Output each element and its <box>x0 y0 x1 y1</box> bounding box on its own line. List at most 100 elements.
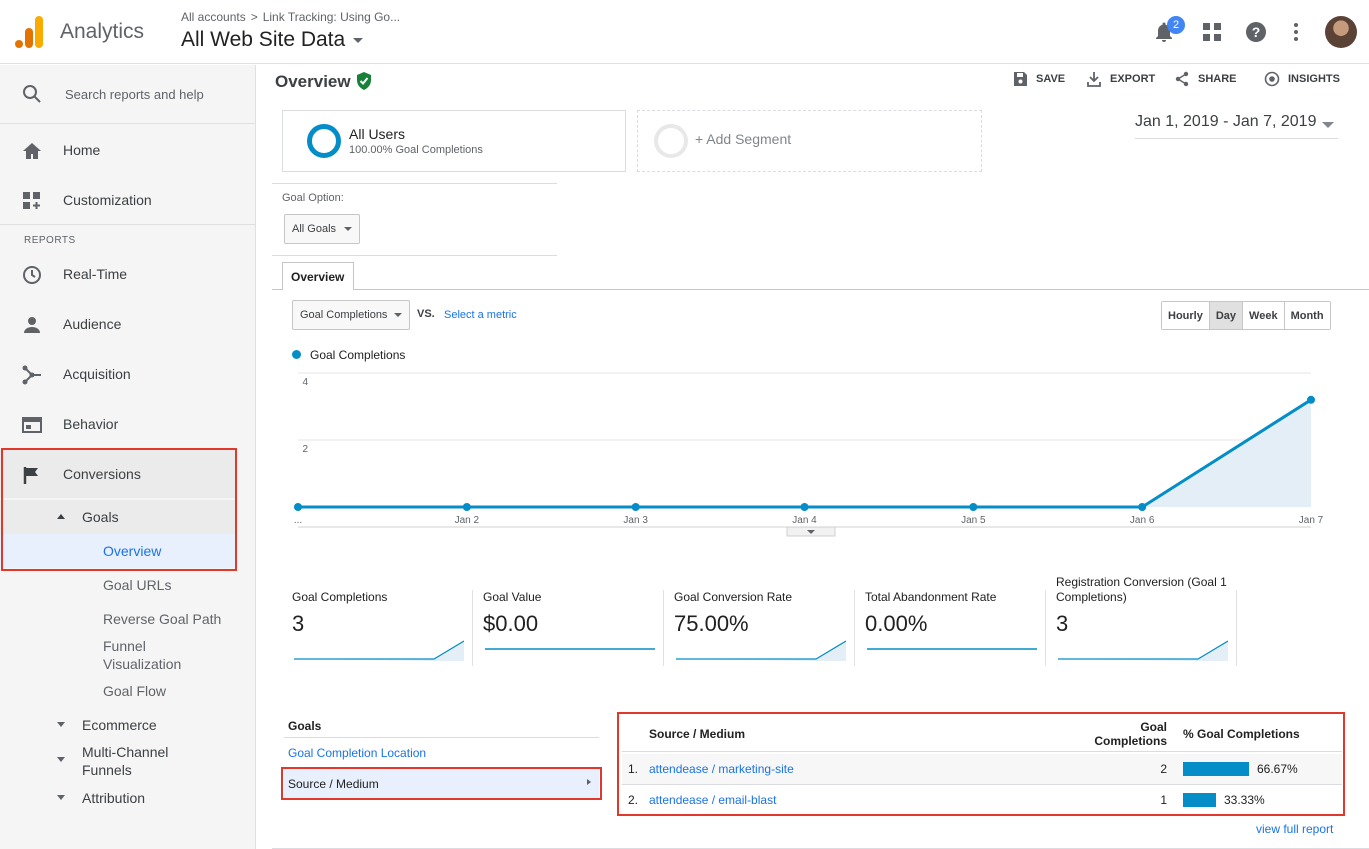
breadcrumb-accounts[interactable]: All accounts <box>181 10 246 24</box>
sidebar-item-audience[interactable]: Audience <box>0 301 256 349</box>
granularity-toggle: Hourly Day Week Month <box>1161 301 1331 330</box>
breadcrumb[interactable]: All accounts > Link Tracking: Using Go... <box>181 10 400 24</box>
export-label: EXPORT <box>1110 73 1156 85</box>
sidebar-item-acquisition[interactable]: Acquisition <box>0 351 256 399</box>
insights-button[interactable]: INSIGHTS <box>1264 71 1340 87</box>
help-icon[interactable]: ? <box>1244 20 1268 44</box>
row-percent: 33.33% <box>1224 793 1265 807</box>
metric-label: Goal Conversion Rate <box>674 590 793 604</box>
metric-value: $0.00 <box>483 611 539 636</box>
sidebar-item-realtime[interactable]: Real-Time <box>0 251 256 299</box>
goals-highlight <box>0 500 236 534</box>
share-icon <box>1175 71 1189 87</box>
x-tick-label: Jan 7 <box>1299 515 1324 526</box>
caret-down-icon <box>1322 122 1334 128</box>
search-icon <box>23 85 41 103</box>
sidebar-item-reverse-goal-path[interactable]: Reverse Goal Path <box>103 611 222 627</box>
avatar[interactable] <box>1325 16 1357 48</box>
sidebar-item-ecommerce[interactable]: Ecommerce <box>82 717 157 733</box>
date-range-picker[interactable]: Jan 1, 2019 - Jan 7, 2019 <box>1135 113 1338 139</box>
expand-icon[interactable] <box>57 795 65 800</box>
granularity-hourly[interactable]: Hourly <box>1162 302 1210 329</box>
sidebar-item-attribution[interactable]: Attribution <box>82 790 146 806</box>
add-segment-button[interactable]: + Add Segment <box>637 110 982 172</box>
sidebar-item-funnel-visualization[interactable]: Funnel Visualization <box>103 638 182 672</box>
metric-total-abandonment-rate[interactable]: Total Abandonment Rate 0.00% <box>865 575 1040 667</box>
column-header-percent[interactable]: % Goal Completions <box>1183 727 1300 741</box>
sidebar-item-label: Conversions <box>63 466 141 482</box>
apps-grid-icon[interactable] <box>1200 20 1224 44</box>
metric-goal-completions[interactable]: Goal Completions 3 <box>292 575 467 667</box>
divider <box>854 590 855 666</box>
save-icon <box>1014 72 1027 86</box>
tab-overview[interactable]: Overview <box>282 262 354 290</box>
metric-goal-conversion-rate[interactable]: Goal Conversion Rate 75.00% <box>674 575 849 667</box>
goal-option-value: All Goals <box>292 223 337 235</box>
conversions-highlight <box>0 450 236 498</box>
column-header-completions[interactable]: Goal Completions <box>1094 720 1167 748</box>
goal-completions-chart: 2 4... Jan 2 Jan 3 Jan 4 Jan 5 Jan 6 Jan 7 <box>294 372 1324 537</box>
goal-option-select[interactable]: All Goals <box>284 214 360 244</box>
y-tick-label: 2 <box>302 444 308 455</box>
sparkline <box>294 640 464 661</box>
segment-all-users[interactable]: All Users 100.00% Goal Completions <box>282 110 626 172</box>
row-completions: 2 <box>1160 762 1167 776</box>
divider <box>663 590 664 666</box>
select-metric-link[interactable]: Select a metric <box>444 309 517 321</box>
property-name: All Web Site Data <box>181 28 346 51</box>
highlight-box <box>617 712 1345 816</box>
granularity-day[interactable]: Day <box>1209 302 1244 329</box>
search-box[interactable]: Search reports and help <box>0 65 256 123</box>
collapse-icon[interactable] <box>57 514 65 519</box>
export-icon <box>1087 72 1101 87</box>
sidebar-item-label: Customization <box>63 192 152 208</box>
row-source-link[interactable]: attendease / marketing-site <box>649 762 794 776</box>
sidebar-item-goals[interactable]: Goals <box>82 509 119 525</box>
sidebar-item-multichannel[interactable]: Multi-Channel Funnels <box>82 744 169 778</box>
caret-down-icon <box>344 227 352 231</box>
metric-value: 0.00% <box>865 611 928 636</box>
column-header-source[interactable]: Source / Medium <box>649 727 746 741</box>
more-vert-icon[interactable] <box>1284 20 1308 44</box>
granularity-week[interactable]: Week <box>1243 302 1285 329</box>
search-input[interactable]: Search reports and help <box>65 87 204 102</box>
sidebar-item-conversions[interactable]: Conversions <box>0 451 236 499</box>
metric-label: Goal Value <box>483 590 542 604</box>
main-content: Overview SAVE EXPORT SHARE INSIGHTS All … <box>272 65 1369 849</box>
insights-label: INSIGHTS <box>1288 73 1340 85</box>
acquisition-icon <box>22 365 41 385</box>
series-area <box>298 399 1311 507</box>
metric-registration-conversion[interactable]: Registration Conversion (Goal 1 Completi… <box>1056 575 1236 667</box>
divider <box>1236 590 1237 666</box>
sidebar-item-label: Home <box>63 142 101 158</box>
export-button[interactable]: EXPORT <box>1087 72 1156 87</box>
data-point <box>1138 503 1147 511</box>
analytics-logo-icon[interactable] <box>14 16 44 48</box>
expand-icon[interactable] <box>57 757 65 762</box>
sidebar: Search reports and help Home Customizati… <box>0 65 256 849</box>
expand-icon[interactable] <box>57 722 65 727</box>
sidebar-item-goals-overview[interactable]: Overview <box>103 543 162 559</box>
source-medium-option[interactable]: Source / Medium <box>284 769 599 798</box>
sidebar-item-behavior[interactable]: Behavior <box>0 401 256 449</box>
sidebar-item-home[interactable]: Home <box>0 127 256 175</box>
row-percent: 66.67% <box>1257 762 1298 776</box>
save-button[interactable]: SAVE <box>1014 72 1065 86</box>
share-button[interactable]: SHARE <box>1175 71 1237 87</box>
sidebar-item-customization[interactable]: Customization <box>0 177 256 225</box>
property-selector[interactable]: All Web Site Data <box>181 28 364 52</box>
sparkline <box>1058 640 1228 661</box>
metric-select[interactable]: Goal Completions <box>292 300 410 330</box>
row-index: 1. <box>628 762 639 776</box>
granularity-month[interactable]: Month <box>1284 302 1330 329</box>
goal-completion-location-link[interactable]: Goal Completion Location <box>288 746 427 760</box>
page-title: Overview <box>275 72 351 91</box>
x-tick-label: Jan 4 <box>792 515 817 526</box>
series-line <box>298 398 1312 509</box>
view-full-report-link[interactable]: view full report <box>1256 822 1334 836</box>
sidebar-item-goal-flow[interactable]: Goal Flow <box>103 683 167 699</box>
breadcrumb-property[interactable]: Link Tracking: Using Go... <box>262 10 401 24</box>
sidebar-item-goal-urls[interactable]: Goal URLs <box>103 577 172 593</box>
row-source-link[interactable]: attendease / email-blast <box>649 793 777 807</box>
metric-goal-value[interactable]: Goal Value $0.00 <box>483 575 658 667</box>
